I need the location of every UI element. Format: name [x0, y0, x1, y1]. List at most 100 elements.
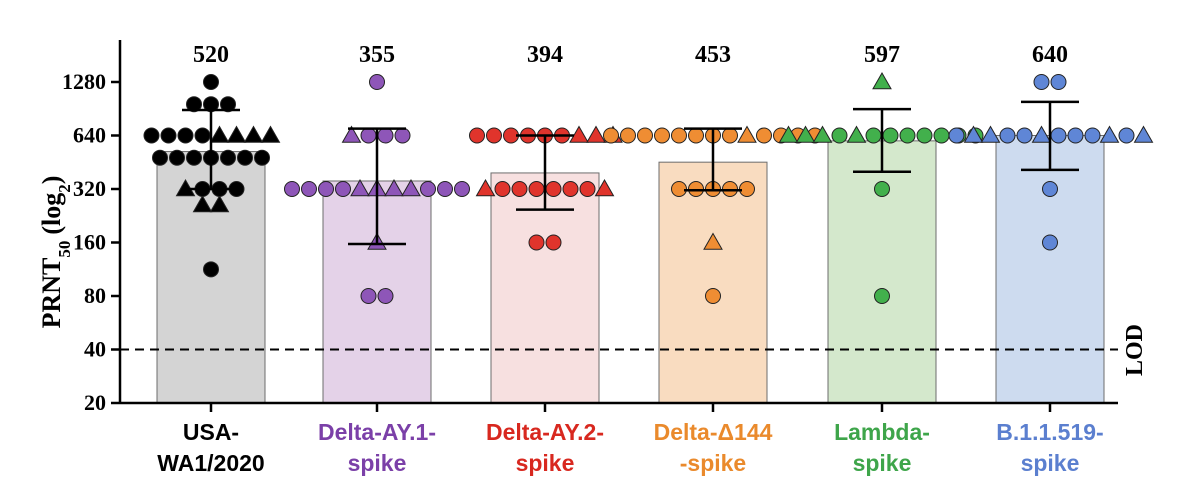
point-triangle	[209, 125, 230, 143]
x-tick-label: Delta-AY.1-	[318, 419, 436, 445]
point-circle	[705, 288, 721, 304]
point-triangle	[963, 125, 984, 143]
point-circle	[999, 127, 1016, 144]
point-circle	[1042, 234, 1058, 251]
point-circle	[874, 288, 890, 304]
point-circle	[177, 127, 194, 144]
point-circle	[882, 127, 899, 144]
point-circle	[360, 288, 377, 304]
point-circle	[1042, 181, 1058, 197]
point-circle	[654, 127, 670, 144]
y-axis-label-main: PRNT	[37, 258, 66, 329]
x-tick-label: WA1/2020	[157, 450, 264, 476]
point-circle	[494, 181, 511, 197]
point-triangle	[1133, 125, 1154, 143]
point-circle	[437, 181, 453, 197]
point-circle	[237, 149, 253, 166]
point-triangle	[846, 125, 867, 143]
x-tick-label: Lambda-	[834, 419, 930, 445]
bar-4	[658, 161, 768, 404]
point-circle	[756, 127, 772, 144]
point-circle	[948, 127, 965, 144]
point-circle	[933, 127, 950, 144]
point-circle	[562, 181, 579, 197]
point-circle	[335, 181, 351, 197]
point-circle	[671, 127, 687, 144]
point-triangle	[569, 125, 589, 143]
point-circle	[528, 181, 545, 197]
point-triangle	[1031, 125, 1052, 143]
point-circle	[511, 181, 528, 197]
point-triangle	[778, 125, 799, 143]
y-tick-label: 80	[84, 283, 106, 308]
gmt-label-4: 453	[695, 42, 731, 68]
point-triangle	[384, 178, 404, 197]
point-circle	[688, 127, 704, 144]
point-triangle	[594, 178, 615, 197]
point-circle	[1050, 74, 1067, 90]
x-tick-label: B.1.1.519-	[996, 419, 1103, 445]
point-triangle	[350, 178, 370, 197]
point-triangle	[401, 178, 421, 197]
gmt-label-3: 394	[527, 42, 563, 68]
point-triangle	[192, 195, 213, 213]
point-circle	[377, 288, 394, 304]
bar-5	[827, 140, 937, 404]
point-triangle	[872, 71, 892, 90]
point-circle	[301, 181, 317, 197]
point-triangle	[475, 178, 496, 197]
point-circle	[528, 234, 545, 251]
point-circle	[369, 74, 385, 90]
point-circle	[186, 96, 202, 113]
point-circle	[722, 127, 738, 144]
point-circle	[1084, 127, 1101, 144]
point-circle	[394, 127, 411, 144]
point-circle	[186, 149, 202, 166]
x-tick-label: spike	[348, 450, 407, 476]
point-circle	[360, 127, 377, 144]
point-circle	[143, 127, 160, 144]
point-circle	[1118, 127, 1135, 144]
x-tick-label: Delta-AY.2-	[486, 419, 604, 445]
point-circle	[254, 149, 270, 166]
point-circle	[579, 181, 596, 197]
gmt-label-1: 520	[193, 42, 229, 68]
point-circle	[203, 261, 219, 278]
point-circle	[899, 127, 916, 144]
point-circle	[220, 96, 236, 113]
plot-area: 520 355 394 453 597 640 20 40 80 160 320 640 1280 USA…	[62, 40, 1154, 476]
point-triangle	[1099, 125, 1120, 143]
point-circle	[916, 127, 933, 144]
point-circle	[1050, 127, 1067, 144]
y-axis-label: PRNT50 (log2)	[37, 176, 74, 329]
point-triangle	[812, 125, 833, 143]
y-axis-label-suffix: (log	[37, 193, 66, 235]
point-circle	[469, 127, 485, 144]
y-axis-label-suffix-sub: 2	[55, 184, 74, 193]
y-tick-label: 20	[84, 390, 106, 415]
point-circle	[831, 127, 848, 144]
point-circle	[318, 181, 334, 197]
point-circle	[545, 181, 562, 197]
point-triangle	[737, 125, 757, 143]
point-circle	[284, 181, 300, 197]
point-circle	[637, 127, 653, 144]
point-circle	[603, 127, 619, 144]
bar-6	[995, 135, 1105, 404]
point-triangle	[226, 125, 247, 143]
point-circle	[152, 149, 168, 166]
y-tick-label: 160	[73, 230, 106, 255]
x-tick-label: USA-	[183, 419, 239, 445]
point-triangle	[209, 195, 230, 213]
point-triangle	[980, 125, 1001, 143]
x-tick-label: spike	[1021, 450, 1080, 476]
point-circle	[220, 149, 236, 166]
point-circle	[1033, 74, 1050, 90]
x-tick-label: spike	[516, 450, 575, 476]
point-triangle	[703, 232, 723, 250]
point-circle	[194, 127, 211, 144]
point-circle	[545, 234, 562, 251]
point-circle	[874, 181, 890, 197]
point-circle	[1067, 127, 1084, 144]
